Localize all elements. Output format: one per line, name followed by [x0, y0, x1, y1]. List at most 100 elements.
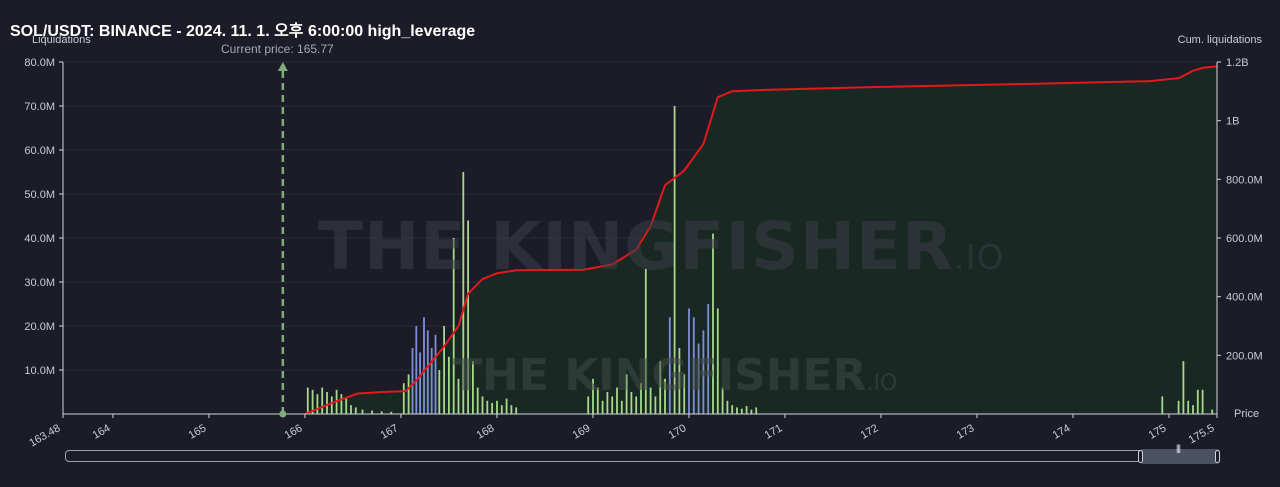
liquidation-bar — [1161, 396, 1164, 414]
liquidation-bar — [505, 398, 508, 414]
liquidation-bar — [1177, 400, 1180, 414]
left-tick-label: 20.0M — [24, 321, 55, 333]
liquidation-bar — [448, 356, 450, 414]
liquidation-bar — [1201, 389, 1204, 414]
cumulative-area — [304, 66, 1217, 415]
cumulative-line — [304, 65, 1218, 415]
liquidation-bar — [649, 387, 652, 414]
current-price-arrow-icon — [277, 62, 288, 71]
liquidation-bar — [702, 330, 705, 414]
liquidation-bar — [707, 304, 710, 414]
left-tick-label: 40.0M — [24, 233, 55, 245]
liquidation-bar — [611, 396, 614, 414]
right-tick-label: 600.0M — [1226, 233, 1263, 245]
liquidation-bar — [430, 348, 433, 414]
range-handle-left[interactable] — [1138, 450, 1143, 463]
liquidation-bar — [630, 392, 633, 414]
liquidation-bar — [330, 396, 333, 414]
liquidation-bar — [434, 334, 437, 414]
left-tick-label: 30.0M — [24, 277, 55, 289]
liquidation-bar — [467, 220, 469, 414]
x-tick-label: 171 — [763, 422, 785, 442]
right-axis-label: Cum. liquidations — [1177, 34, 1262, 46]
range-window[interactable] — [1140, 449, 1220, 464]
x-tick-label: 169 — [571, 422, 593, 442]
liquidation-bar — [745, 406, 748, 414]
liquidation-bar — [606, 392, 609, 414]
x-tick-label: 167 — [379, 422, 401, 442]
liquidation-bar — [316, 394, 319, 414]
liquidation-bar — [625, 374, 628, 414]
liquidation-bar — [491, 403, 493, 414]
liquidation-bar — [644, 268, 647, 414]
x-tick-label: 164 — [91, 422, 113, 442]
liquidation-bar — [419, 352, 421, 414]
range-handle-right[interactable] — [1215, 450, 1220, 463]
liquidation-bar — [500, 405, 503, 414]
liquidation-bar — [411, 348, 414, 414]
liquidation-bar — [415, 326, 418, 414]
liquidation-bar — [1211, 409, 1214, 414]
liquidation-bar — [361, 409, 364, 414]
liquidation-bar — [457, 378, 460, 414]
liquidation-bar — [476, 387, 479, 414]
liquidation-bar — [731, 405, 734, 414]
liquidation-bar — [462, 172, 465, 414]
liquidation-bar — [321, 387, 324, 414]
liquidation-bar — [659, 361, 662, 414]
x-axis-label: Price — [1234, 408, 1260, 420]
range-scrollbar[interactable] — [65, 450, 1220, 462]
right-tick-label: 200.0M — [1226, 350, 1263, 362]
liquidation-bar — [496, 400, 498, 414]
liquidation-bar — [688, 308, 690, 414]
liquidation-bar — [750, 409, 753, 414]
liquidation-bar — [452, 238, 455, 414]
right-tick-label: 1.2B — [1226, 57, 1249, 69]
liquidation-bar — [683, 374, 686, 414]
range-grip-icon[interactable]: ||| — [1176, 443, 1181, 453]
liquidation-bar — [740, 408, 743, 414]
liquidation-bar — [673, 106, 676, 414]
liquidation-bar — [1196, 389, 1199, 414]
liquidation-bar — [616, 387, 618, 414]
x-tick-label: 168 — [475, 422, 497, 442]
left-tick-label: 80.0M — [24, 57, 55, 69]
liquidation-bar — [716, 308, 719, 414]
liquidation-bar — [1192, 405, 1194, 414]
left-tick-label: 50.0M — [24, 189, 55, 201]
chart-title: SOL/USDT: BINANCE - 2024. 11. 1. 오후 6:00… — [10, 23, 476, 40]
liquidation-bar — [664, 378, 666, 414]
liquidation-bar — [510, 405, 513, 414]
liquidation-bar — [587, 396, 590, 414]
liquidation-bar — [380, 411, 383, 414]
liquidation-bar — [407, 374, 410, 414]
liquidation-bar — [692, 317, 695, 414]
x-tick-label: 172 — [859, 422, 881, 442]
x-tick-label: 173 — [955, 422, 977, 442]
x-tick-label: 174 — [1051, 422, 1073, 442]
liquidation-bar — [345, 398, 348, 414]
liquidation-bars — [306, 106, 1214, 414]
liquidation-bar — [678, 348, 681, 414]
left-axis-label: Liquidations — [32, 34, 91, 46]
current-price-dot — [279, 410, 287, 418]
right-tick-label: 1B — [1226, 116, 1239, 128]
liquidation-bar — [736, 407, 738, 414]
liquidation-bar — [402, 383, 405, 414]
x-tick-label: 165 — [187, 422, 209, 442]
liquidation-bar — [438, 370, 441, 414]
liquidation-bar — [354, 407, 357, 414]
liquidation-bar — [443, 326, 445, 414]
left-tick-label: 70.0M — [24, 101, 55, 113]
liquidation-bar — [654, 396, 657, 414]
liquidation-bar — [515, 407, 518, 414]
liquidation-bar — [326, 392, 328, 414]
liquidation-bar — [481, 396, 484, 414]
liquidation-bar — [371, 410, 373, 414]
right-tick-label: 400.0M — [1226, 292, 1263, 304]
liquidation-bar — [596, 387, 599, 414]
liquidation-bar — [620, 400, 623, 414]
left-tick-label: 10.0M — [24, 365, 55, 377]
liquidation-bar — [721, 387, 724, 414]
